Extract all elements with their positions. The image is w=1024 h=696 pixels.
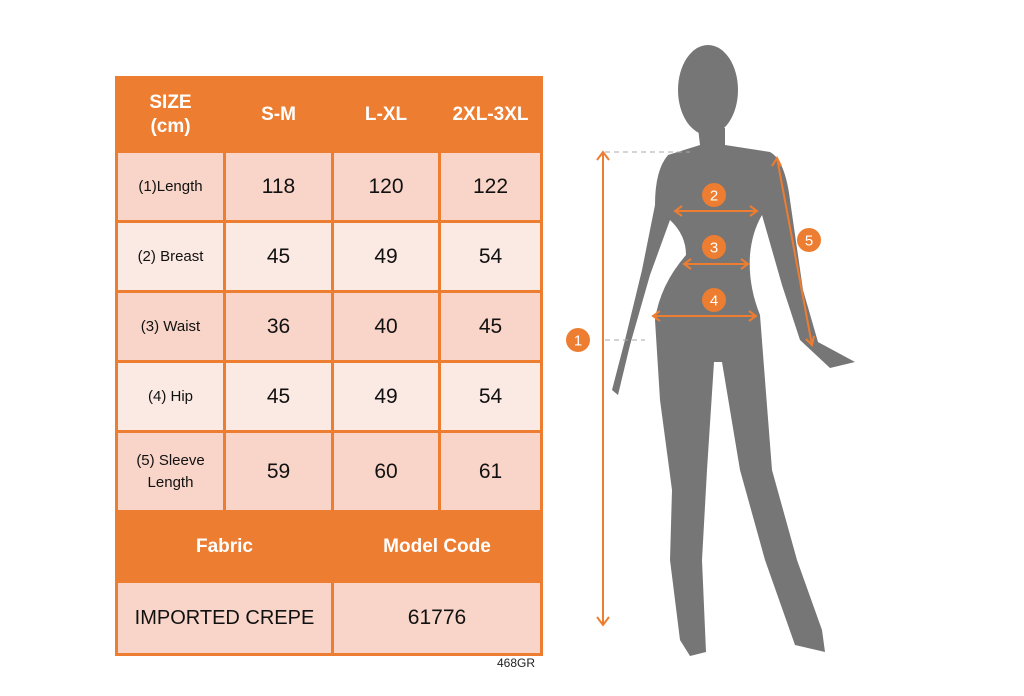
row-label: (1)Length bbox=[118, 153, 226, 223]
table-row: (3) Waist 36 40 45 bbox=[118, 293, 540, 363]
cell-value: 49 bbox=[334, 223, 441, 293]
table-row: (2) Breast 45 49 54 bbox=[118, 223, 540, 293]
fabric-value: IMPORTED CREPE bbox=[118, 583, 334, 653]
cell-value: 45 bbox=[441, 293, 540, 363]
size-header-line1: SIZE bbox=[149, 91, 192, 113]
header-s-m: S-M bbox=[226, 79, 334, 153]
length-arrow-head-top bbox=[596, 150, 610, 161]
model-code-value: 61776 bbox=[334, 583, 540, 653]
svg-text:4: 4 bbox=[710, 293, 718, 310]
fabric-header: Fabric bbox=[118, 513, 334, 583]
row-label-line1: (5) Sleeve bbox=[136, 451, 205, 469]
model-code-header: Model Code bbox=[334, 513, 540, 583]
sleeve-arrow bbox=[776, 157, 813, 346]
waist-arrow-head-right bbox=[740, 258, 750, 270]
product-code: 468GR bbox=[497, 656, 536, 670]
size-chart-table: SIZE (cm) S-M L-XL 2XL-3XL (1)Length 118… bbox=[115, 76, 543, 656]
marker-4: 4 bbox=[702, 288, 726, 312]
row-label-line2: Length bbox=[147, 473, 194, 491]
row-label: (3) Waist bbox=[118, 293, 226, 363]
cell-value: 61 bbox=[441, 433, 540, 513]
svg-text:3: 3 bbox=[710, 240, 718, 257]
cell-value: 45 bbox=[226, 223, 334, 293]
footer-value-row: IMPORTED CREPE 61776 bbox=[118, 583, 540, 653]
cell-value: 60 bbox=[334, 433, 441, 513]
cell-value: 45 bbox=[226, 363, 334, 433]
hip-arrow-head-right bbox=[748, 310, 758, 322]
svg-text:5: 5 bbox=[805, 233, 813, 250]
cell-value: 59 bbox=[226, 433, 334, 513]
sleeve-arrow-head-top bbox=[771, 155, 782, 167]
cell-value: 36 bbox=[226, 293, 334, 363]
marker-3: 3 bbox=[702, 235, 726, 259]
table-row: (5) Sleeve Length 59 60 61 bbox=[118, 433, 540, 513]
size-header: SIZE (cm) bbox=[118, 79, 226, 153]
length-arrow-head-bottom bbox=[596, 616, 610, 627]
table-row: (1)Length 118 120 122 bbox=[118, 153, 540, 223]
cell-value: 49 bbox=[334, 363, 441, 433]
marker-1: 1 bbox=[566, 328, 590, 352]
table-header-row: SIZE (cm) S-M L-XL 2XL-3XL bbox=[118, 79, 540, 153]
waist-arrow-head-left bbox=[682, 258, 692, 270]
marker-2: 2 bbox=[702, 183, 726, 207]
marker-5: 5 bbox=[797, 228, 821, 252]
cell-value: 122 bbox=[441, 153, 540, 223]
cell-value: 118 bbox=[226, 153, 334, 223]
size-header-line2: (cm) bbox=[150, 115, 191, 137]
footer-header-row: Fabric Model Code bbox=[118, 513, 540, 583]
silhouette bbox=[612, 45, 855, 656]
breast-arrow-head-right bbox=[749, 205, 759, 217]
header-l-xl: L-XL bbox=[334, 79, 441, 153]
cell-value: 120 bbox=[334, 153, 441, 223]
svg-text:1: 1 bbox=[574, 333, 582, 350]
sleeve-arrow-head-bottom bbox=[805, 335, 815, 347]
row-label: (2) Breast bbox=[118, 223, 226, 293]
cell-value: 54 bbox=[441, 363, 540, 433]
cell-value: 54 bbox=[441, 223, 540, 293]
row-label: (5) Sleeve Length bbox=[118, 433, 226, 513]
silhouette-head bbox=[678, 45, 738, 135]
cell-value: 40 bbox=[334, 293, 441, 363]
table-row: (4) Hip 45 49 54 bbox=[118, 363, 540, 433]
silhouette-body bbox=[612, 128, 855, 656]
row-label: (4) Hip bbox=[118, 363, 226, 433]
breast-arrow-head-left bbox=[673, 205, 683, 217]
svg-text:2: 2 bbox=[710, 188, 718, 205]
hip-arrow-head-left bbox=[651, 310, 661, 322]
measurement-arrows bbox=[596, 150, 815, 627]
header-2xl-3xl: 2XL-3XL bbox=[441, 79, 540, 153]
